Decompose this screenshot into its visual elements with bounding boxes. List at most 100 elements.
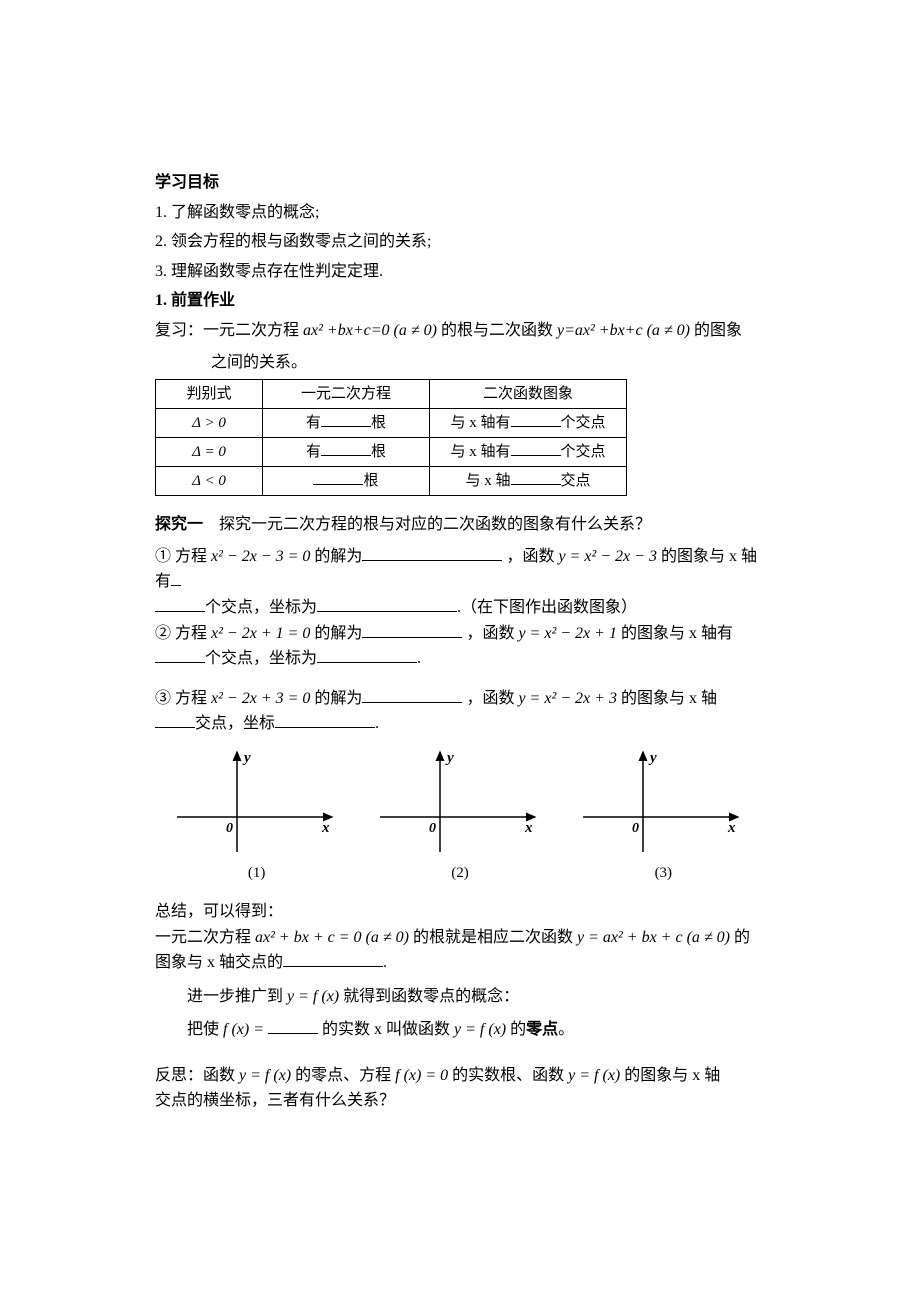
text: 与 x 轴 (465, 473, 510, 489)
text: 的根就是相应二次函数 (413, 929, 577, 946)
blank (155, 711, 195, 728)
text: 复习：一元二次方程 (155, 322, 303, 339)
text: 根 (371, 444, 386, 460)
blank (362, 686, 462, 703)
explore-question: 探究一元二次方程的根与对应的二次函数的图象有什么关系？ (219, 516, 651, 533)
equation: y=ax² +bx+c (a ≠ 0) (557, 322, 690, 339)
explore-item: ① 方程 x² − 2x − 3 = 0 的解为 ，函数 y = x² − 2x… (155, 544, 765, 595)
reflect-line1: 反思：函数 y = f (x) 的零点、方程 f (x) = 0 的实数根、函数… (155, 1063, 765, 1089)
text: ，函数 (506, 548, 554, 565)
text: 与 x 轴有 (450, 444, 510, 460)
text: 的实数 x 叫做函数 (322, 1021, 454, 1038)
explore-item: ② 方程 x² − 2x + 1 = 0 的解为 ，函数 y = x² − 2x… (155, 621, 765, 647)
coordinate-axes-icon: y x 0 (172, 747, 342, 857)
item-number: ① (155, 548, 171, 565)
axes-plot: y x 0 (3) (578, 747, 748, 885)
text: 个交点，坐标为 (205, 650, 317, 667)
text: 的 (734, 929, 750, 946)
axes-plot: y x 0 (1) (172, 747, 342, 885)
text: 的解为 (314, 548, 362, 565)
goal-item: 3. 理解函数零点存在性判定定理. (155, 259, 765, 285)
equation: x² − 2x − 3 = 0 (211, 548, 310, 565)
summary-line4: 进一步推广到 y = f (x) 就得到函数零点的概念： (155, 984, 765, 1010)
blank (362, 621, 462, 638)
text: 反思：函数 (155, 1067, 239, 1084)
table-row: Δ = 0 有根 与 x 轴有个交点 (156, 438, 627, 467)
table-cell: Δ = 0 (156, 438, 263, 467)
review-line: 复习：一元二次方程 ax² +bx+c=0 (a ≠ 0) 的根与二次函数 y=… (155, 318, 765, 344)
text: 有 (306, 415, 321, 431)
text: 根 (363, 473, 378, 489)
axes-row: y x 0 (1) y x 0 (2) y x 0 ( (155, 747, 765, 885)
origin-label: 0 (226, 821, 233, 836)
x-axis-label: x (321, 820, 330, 836)
text: 的图象与 x 轴有 (621, 625, 733, 642)
blank (313, 469, 363, 485)
heading-learning-goals: 学习目标 (155, 170, 765, 196)
blank (511, 440, 561, 456)
section-number: 1. (155, 292, 167, 309)
blank (321, 411, 371, 427)
equation: x² − 2x + 3 = 0 (211, 690, 310, 707)
text: 的解为 (314, 625, 362, 642)
text: 方程 (175, 548, 207, 565)
review-line2: 之间的关系。 (155, 350, 765, 376)
text: 进一步推广到 (187, 988, 287, 1005)
text: . (417, 650, 421, 667)
text: .（在下图作出函数图象） (457, 599, 637, 616)
table-header: 判别式 (156, 380, 263, 409)
explore-heading: 探究一 探究一元二次方程的根与对应的二次函数的图象有什么关系？ (155, 512, 765, 538)
equation: f (x) = 0 (395, 1067, 448, 1084)
text: 图象与 x 轴交点的 (155, 954, 283, 971)
text: 个交点 (561, 415, 606, 431)
y-axis-label: y (445, 750, 454, 766)
x-axis-label: x (727, 820, 736, 836)
text: 个交点 (561, 444, 606, 460)
text: 的图象 (694, 322, 742, 339)
axes-plot: y x 0 (2) (375, 747, 545, 885)
equation: y = f (x) (239, 1067, 291, 1084)
equation: f (x) = (223, 1021, 264, 1038)
origin-label: 0 (632, 821, 639, 836)
explore-label: 探究一 (155, 516, 203, 533)
text: 的根与二次函数 (441, 322, 557, 339)
equation: y = f (x) (568, 1067, 620, 1084)
blank (317, 595, 457, 612)
text: 根 (371, 415, 386, 431)
table-header: 二次函数图象 (430, 380, 627, 409)
table-cell: 与 x 轴有 个交点 (430, 409, 627, 438)
text: 有 (306, 444, 321, 460)
axes-caption: (3) (655, 861, 673, 885)
blank (321, 440, 371, 456)
blank (511, 469, 561, 485)
table-cell: Δ > 0 (156, 409, 263, 438)
table-cell: 与 x 轴交点 (430, 467, 627, 496)
equation: y = ax² + bx + c (a ≠ 0) (577, 929, 730, 946)
section-title-text: 前置作业 (171, 292, 235, 309)
y-axis-label: y (648, 750, 657, 766)
text: 方程 (175, 690, 207, 707)
blank (155, 646, 205, 663)
table-cell: 有根 (263, 409, 430, 438)
text: 一元二次方程 (155, 929, 255, 946)
text: 与 x 轴有 (450, 415, 510, 431)
blank (171, 569, 181, 586)
table-cell: 根 (263, 467, 430, 496)
summary-line2: 一元二次方程 ax² + bx + c = 0 (a ≠ 0) 的根就是相应二次… (155, 925, 765, 951)
blank (268, 1017, 318, 1034)
axes-caption: (1) (248, 861, 266, 885)
section-pre-work: 1. 前置作业 (155, 288, 765, 314)
text-bold: 零点 (526, 1021, 558, 1038)
coordinate-axes-icon: y x 0 (578, 747, 748, 857)
equation: y = x² − 2x + 1 (518, 625, 617, 642)
coordinate-axes-icon: y x 0 (375, 747, 545, 857)
blank (511, 411, 561, 427)
text: 。 (558, 1021, 574, 1038)
table-row: Δ > 0 有根 与 x 轴有个交点 (156, 409, 627, 438)
text: 的解为 (314, 690, 362, 707)
table-cell: 有根 (263, 438, 430, 467)
page: 学习目标 1. 了解函数零点的概念; 2. 领会方程的根与函数零点之间的关系; … (0, 0, 920, 1302)
equation: ax² + bx + c = 0 (a ≠ 0) (255, 929, 409, 946)
text: 的图象与 x 轴 (624, 1067, 720, 1084)
explore-item-line2: 交点，坐标. (155, 711, 765, 737)
